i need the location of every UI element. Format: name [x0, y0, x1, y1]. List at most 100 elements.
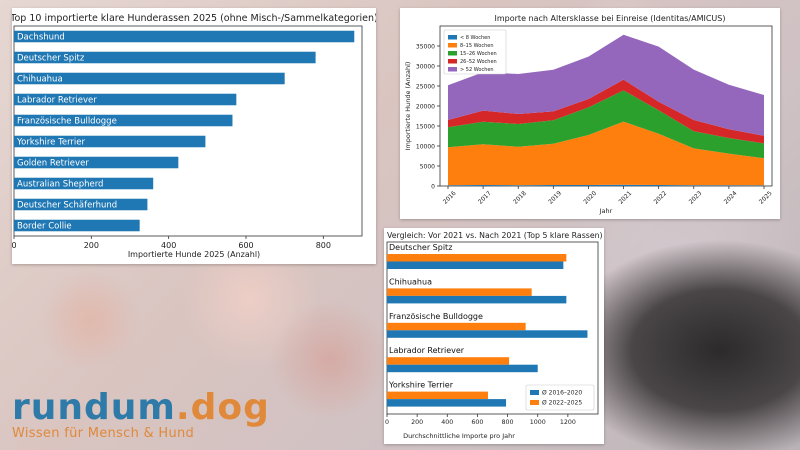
- x-tick-label-4: 800: [502, 419, 514, 426]
- bar-before-3: [387, 364, 538, 373]
- x-tick-label-5: 1000: [530, 419, 546, 426]
- x-tick-label-1: 200: [411, 419, 423, 426]
- y-tick-label-0: 0: [431, 184, 435, 191]
- x-tick-label-2: 400: [441, 419, 453, 426]
- bar-6: [14, 156, 179, 169]
- bar-label-5: Yorkshire Terrier: [16, 138, 86, 148]
- brand-logo: rundum.dog Wissen für Mensch & Hund: [12, 390, 292, 448]
- legend-label-2: 15–26 Wochen: [460, 51, 497, 57]
- legend-box: [525, 384, 595, 411]
- category-label-1: Chihuahua: [389, 277, 432, 286]
- legend-label-1: 8–15 Wochen: [460, 43, 494, 49]
- bar-label-0: Dachshund: [17, 33, 65, 43]
- legend-swatch-1: [448, 43, 457, 48]
- y-tick-label-4: 20000: [416, 104, 435, 111]
- logo-name-part2: .dog: [175, 387, 270, 428]
- bar-0: [14, 30, 355, 43]
- bar-8: [14, 198, 148, 211]
- bar-label-9: Border Collie: [17, 222, 72, 232]
- bar-before-2: [387, 330, 588, 338]
- comparison-chart: Vergleich: Vor 2021 vs. Nach 2021 (Top 5…: [385, 231, 603, 440]
- top10-breeds-chart-panel: Top 10 importierte klare Hunderassen 202…: [12, 8, 376, 264]
- legend-label-0: Ø 2016–2020: [542, 390, 582, 397]
- area-series-4: [448, 34, 764, 136]
- y-tick-label-5: 25000: [416, 84, 435, 91]
- x-tick-label-6: 2022: [653, 190, 669, 206]
- plot-frame: [13, 25, 363, 237]
- chart-title: Importe nach Altersklasse bei Einreise (…: [495, 14, 726, 23]
- x-tick-label-8: 2024: [723, 190, 739, 206]
- age-class-chart: Importe nach Altersklasse bei Einreise (…: [404, 14, 774, 215]
- bar-after-2: [387, 322, 526, 331]
- bar-after-4: [387, 391, 488, 400]
- bar-5: [14, 135, 206, 148]
- x-axis-label: Durchschnittliche Importe pro Jahr: [403, 432, 515, 440]
- legend-swatch-3: [448, 59, 457, 64]
- x-tick-label-5: 2021: [617, 190, 633, 206]
- legend-swatch-1: [530, 400, 539, 405]
- logo-wordmark: rundum.dog: [12, 390, 292, 426]
- legend-swatch-4: [448, 67, 457, 72]
- legend-label-4: > 52 Wochen: [460, 67, 494, 73]
- bar-1: [14, 51, 316, 64]
- bar-before-0: [387, 261, 564, 269]
- y-tick-label-1: 5000: [420, 164, 435, 171]
- x-tick-label-4: 2020: [582, 190, 598, 206]
- bar-9: [14, 219, 140, 232]
- legend-label-3: 26–52 Wochen: [460, 59, 497, 65]
- y-tick-label-3: 15000: [416, 124, 435, 131]
- x-tick-label-9: 2025: [758, 190, 774, 206]
- y-tick-label-2: 10000: [416, 144, 435, 151]
- x-tick-label-4: 800: [316, 241, 331, 250]
- bar-after-1: [387, 288, 532, 296]
- x-tick-label-1: 2017: [477, 190, 493, 206]
- category-label-2: Französische Bulldogge: [389, 312, 483, 321]
- area-series-2: [448, 90, 764, 159]
- bar-label-6: Golden Retriever: [17, 159, 89, 169]
- category-label-0: Deutscher Spitz: [389, 243, 452, 252]
- legend-swatch-0: [530, 390, 539, 395]
- bar-label-1: Deutscher Spitz: [17, 54, 85, 64]
- x-tick-label-0: 0: [12, 241, 17, 250]
- top10-breeds-chart: Top 10 importierte klare Hunderassen 202…: [12, 13, 376, 259]
- comparison-chart-panel: Vergleich: Vor 2021 vs. Nach 2021 (Top 5…: [384, 228, 604, 444]
- legend-box: [443, 29, 507, 75]
- bar-before-4: [387, 399, 507, 407]
- age-class-chart-panel: Importe nach Altersklasse bei Einreise (…: [400, 8, 780, 219]
- area-series-1: [448, 121, 764, 186]
- legend-label-1: Ø 2022–2025: [542, 400, 582, 407]
- x-tick-label-7: 2023: [688, 190, 704, 206]
- bar-label-8: Deutscher Schäferhund: [17, 201, 117, 211]
- y-tick-label-6: 30000: [416, 64, 435, 71]
- chart-title: Vergleich: Vor 2021 vs. Nach 2021 (Top 5…: [387, 231, 603, 240]
- x-tick-label-0: 0: [385, 419, 389, 426]
- bar-7: [14, 177, 154, 190]
- bar-label-3: Labrador Retriever: [17, 96, 97, 106]
- bar-2: [14, 72, 285, 85]
- bar-label-4: Französische Bulldogge: [17, 117, 117, 127]
- x-tick-label-3: 600: [471, 419, 483, 426]
- y-axis-label: Importierte Hunde (Anzahl): [404, 62, 412, 151]
- x-tick-label-3: 2019: [547, 190, 563, 206]
- x-tick-label-1: 200: [84, 241, 99, 250]
- x-tick-label-2: 2018: [512, 190, 528, 206]
- bar-label-2: Chihuahua: [17, 75, 63, 85]
- x-tick-label-0: 2016: [442, 190, 458, 206]
- area-series-3: [448, 79, 764, 144]
- y-tick-label-7: 35000: [416, 44, 435, 51]
- category-label-3: Labrador Retriever: [389, 346, 465, 355]
- logo-name-part1: rundum: [12, 387, 176, 428]
- legend-label-0: < 8 Wochen: [460, 35, 490, 41]
- x-axis-label: Jahr: [599, 207, 613, 215]
- bar-4: [14, 114, 233, 127]
- x-tick-label-3: 600: [238, 241, 253, 250]
- bar-label-7: Australian Shepherd: [17, 180, 103, 190]
- category-label-4: Yorkshire Terrier: [388, 381, 454, 390]
- bar-after-0: [387, 254, 567, 262]
- bar-before-1: [387, 295, 567, 304]
- x-axis-label: Importierte Hunde 2025 (Anzahl): [128, 250, 260, 259]
- area-series-0: [448, 184, 764, 186]
- legend-swatch-0: [448, 35, 457, 40]
- x-tick-label-2: 400: [161, 241, 176, 250]
- bar-after-3: [387, 357, 510, 365]
